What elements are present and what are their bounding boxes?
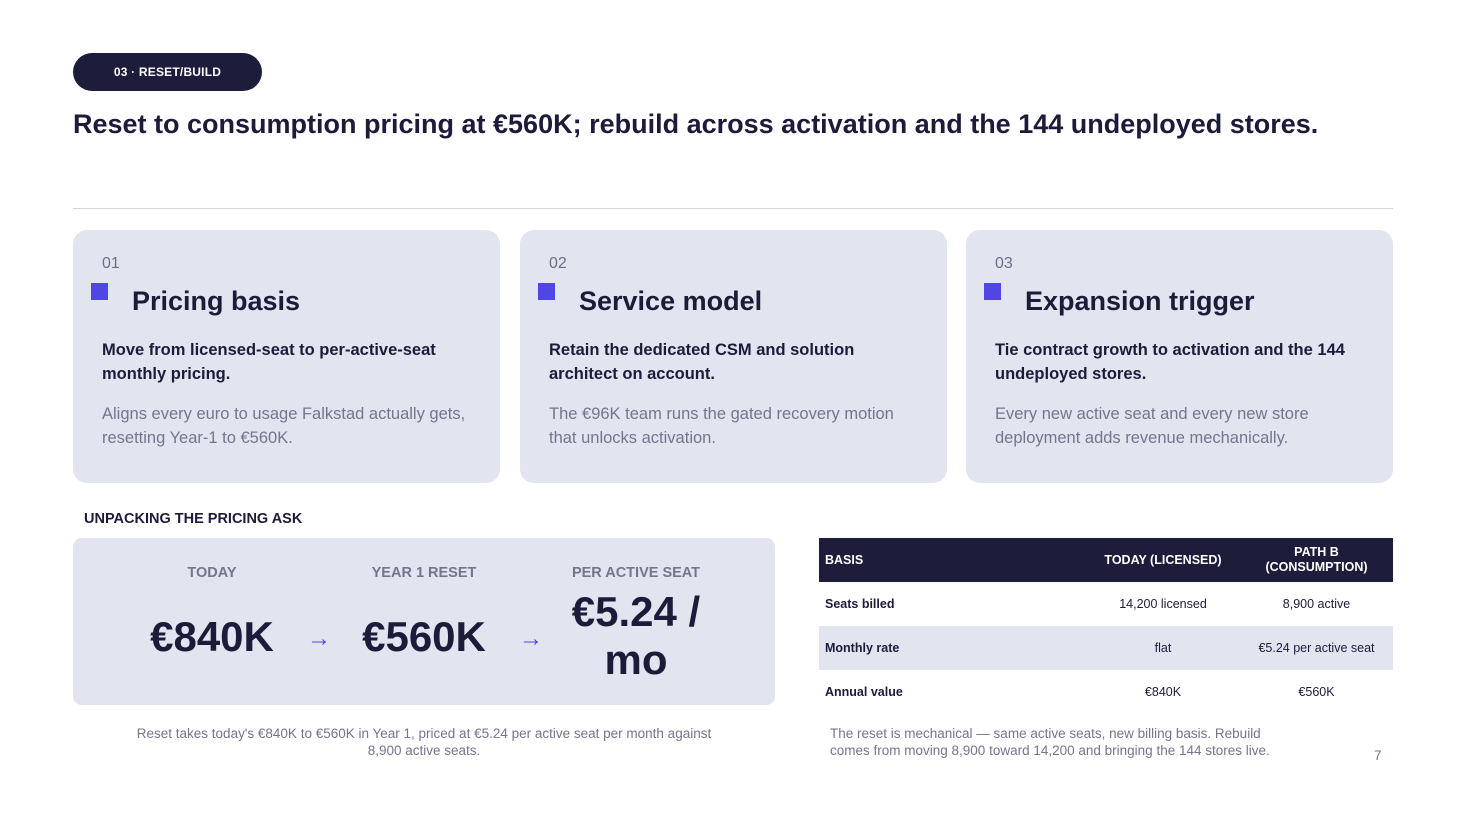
table-cell: 14,200 licensed — [1119, 597, 1207, 611]
table-cell: €5.24 per active seat — [1240, 626, 1393, 670]
metric-label-year1: YEAR 1 RESET — [371, 565, 477, 581]
card-number: 03 — [995, 255, 1013, 272]
table-header-row: BASIS TODAY (LICENSED) PATH B (CONSUMPTI… — [819, 538, 1393, 582]
table-cell: €560K — [1298, 685, 1335, 699]
section-label: UNPACKING THE PRICING ASK — [84, 511, 303, 527]
metric-label-per-seat: PER ACTIVE SEAT — [571, 565, 701, 581]
metrics-caption: Reset takes today's €840K to €560K in Ye… — [136, 726, 712, 758]
card-body: The €96K team runs the gated recovery mo… — [549, 405, 894, 447]
card-title: Pricing basis — [132, 286, 301, 316]
card-pricing-basis: 01 Pricing basis Move from licensed-seat… — [73, 230, 500, 483]
pricing-metrics-panel: TODAY €840K → YEAR 1 RESET €560K → PER A… — [73, 538, 775, 705]
card-lead: Tie contract growth to activation and th… — [995, 341, 1345, 383]
table-caption: The reset is mechanical — same active se… — [830, 726, 1270, 758]
table-cell: Monthly rate — [819, 626, 1086, 670]
arrow-right-icon: → — [307, 625, 331, 652]
square-bullet-icon — [984, 283, 1001, 300]
column-header: PATH B (CONSUMPTION) — [1240, 538, 1393, 582]
card-expansion-trigger: 03 Expansion trigger Tie contract growth… — [966, 230, 1393, 483]
section-tag: 03 · RESET/BUILD — [73, 53, 262, 91]
table-row: Seats billed 14,200 licensed 8,900 activ… — [819, 582, 1393, 626]
divider — [73, 208, 1393, 209]
table-cell: Seats billed — [825, 597, 895, 611]
column-header: BASIS — [819, 538, 1086, 582]
column-header: TODAY (LICENSED) — [1086, 538, 1240, 582]
card-title: Service model — [579, 286, 763, 316]
metric-label-today: TODAY — [187, 565, 237, 581]
table-cell: €840K — [1144, 685, 1182, 699]
card-number: 02 — [549, 255, 567, 272]
table-row: Monthly rate flat €5.24 per active seat — [819, 626, 1393, 670]
card-lead: Move from licensed-seat to per-active-se… — [102, 341, 436, 383]
metric-value-year1: €560K — [362, 613, 486, 660]
table-cell: 8,900 active — [1282, 597, 1351, 611]
card-title: Expansion trigger — [1025, 286, 1255, 316]
card-lead: Retain the dedicated CSM and solution ar… — [549, 341, 855, 383]
table-cell: Annual value — [825, 685, 903, 699]
page-title: Reset to consumption pricing at €560K; r… — [73, 109, 1319, 139]
card-number: 01 — [102, 255, 120, 272]
metric-value-today: €840K — [150, 613, 274, 660]
basis-comparison-table: BASIS TODAY (LICENSED) PATH B (CONSUMPTI… — [819, 538, 1393, 714]
table-row: Annual value €840K €560K — [819, 670, 1393, 714]
card-body: Aligns every euro to usage Falkstad actu… — [102, 405, 466, 447]
table-cell: flat — [1086, 626, 1240, 670]
arrow-right-icon: → — [519, 625, 543, 652]
page-number: 7 — [1374, 748, 1382, 763]
card-body: Every new active seat and every new stor… — [995, 405, 1309, 447]
square-bullet-icon — [538, 283, 555, 300]
card-service-model: 02 Service model Retain the dedicated CS… — [520, 230, 947, 483]
metric-value-per-seat: €5.24 / mo — [571, 588, 701, 683]
square-bullet-icon — [91, 283, 108, 300]
